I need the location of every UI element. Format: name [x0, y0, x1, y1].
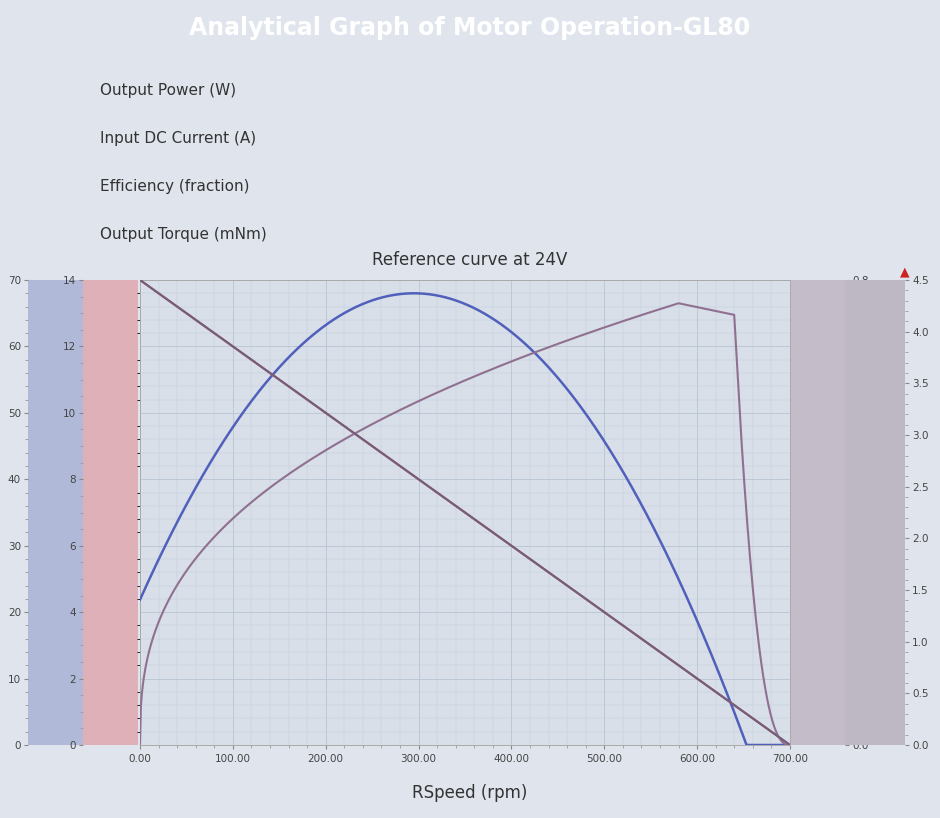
Text: Output Power (W): Output Power (W) [100, 83, 236, 97]
Text: ▲: ▲ [901, 266, 910, 278]
Text: Input DC Current (A): Input DC Current (A) [100, 131, 256, 146]
Text: RSpeed (rpm): RSpeed (rpm) [413, 784, 527, 802]
Text: Output Torque (mNm): Output Torque (mNm) [100, 227, 267, 241]
Text: Analytical Graph of Motor Operation-GL80: Analytical Graph of Motor Operation-GL80 [189, 16, 751, 39]
Text: Efficiency (fraction): Efficiency (fraction) [100, 178, 249, 194]
Text: Reference curve at 24V: Reference curve at 24V [372, 251, 568, 269]
